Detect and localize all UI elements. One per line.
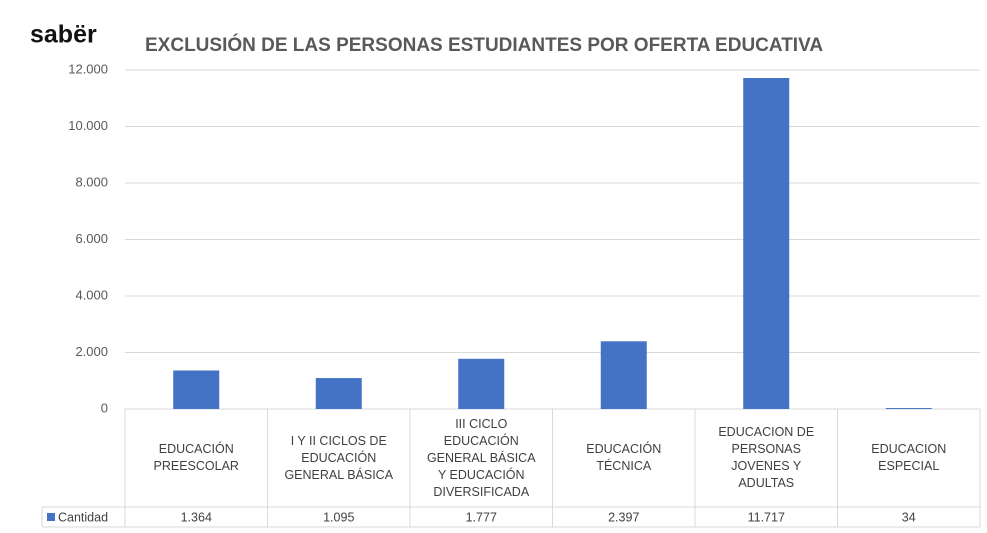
logo: sabër [30,21,97,49]
y-tick-label: 8.000 [75,174,108,189]
value-label: 1.095 [323,510,354,524]
chart-title: EXCLUSIÓN DE LAS PERSONAS ESTUDIANTES PO… [145,34,823,56]
value-label: 1.364 [181,510,212,524]
bar [315,378,362,409]
bar [458,358,505,409]
bar [600,341,647,409]
bar [885,408,932,409]
bar [743,77,790,409]
value-label: 34 [902,510,916,524]
table-cell: EDUCACIÓN TÉCNICA [586,442,662,473]
bar [173,370,220,409]
y-tick-label: 12.000 [68,61,108,76]
legend-swatch [47,513,55,521]
table-cell: I Y II CICLOS DE EDUCACIÓN GENERAL BÁSIC… [284,433,394,482]
y-tick-label: 6.000 [75,231,108,246]
table-cell: EDUCACION ESPECIAL [871,442,947,473]
table-cell: III CICLO EDUCACIÓN GENERAL BÁSICA Y EDU… [426,416,536,499]
y-tick-label: 10.000 [68,118,108,133]
value-label: 2.397 [608,510,639,524]
legend-label: Cantidad [58,510,108,524]
y-tick-label: 0 [101,400,108,415]
y-tick-label: 4.000 [75,287,108,302]
y-tick-label: 2.000 [75,344,108,359]
table-cell: EDUCACION DE PERSONAS JOVENES Y ADULTAS [718,425,815,490]
value-label: 1.777 [466,510,497,524]
value-label: 11.717 [748,510,785,524]
table-cell: EDUCACIÓN PREESCOLAR [153,442,239,473]
